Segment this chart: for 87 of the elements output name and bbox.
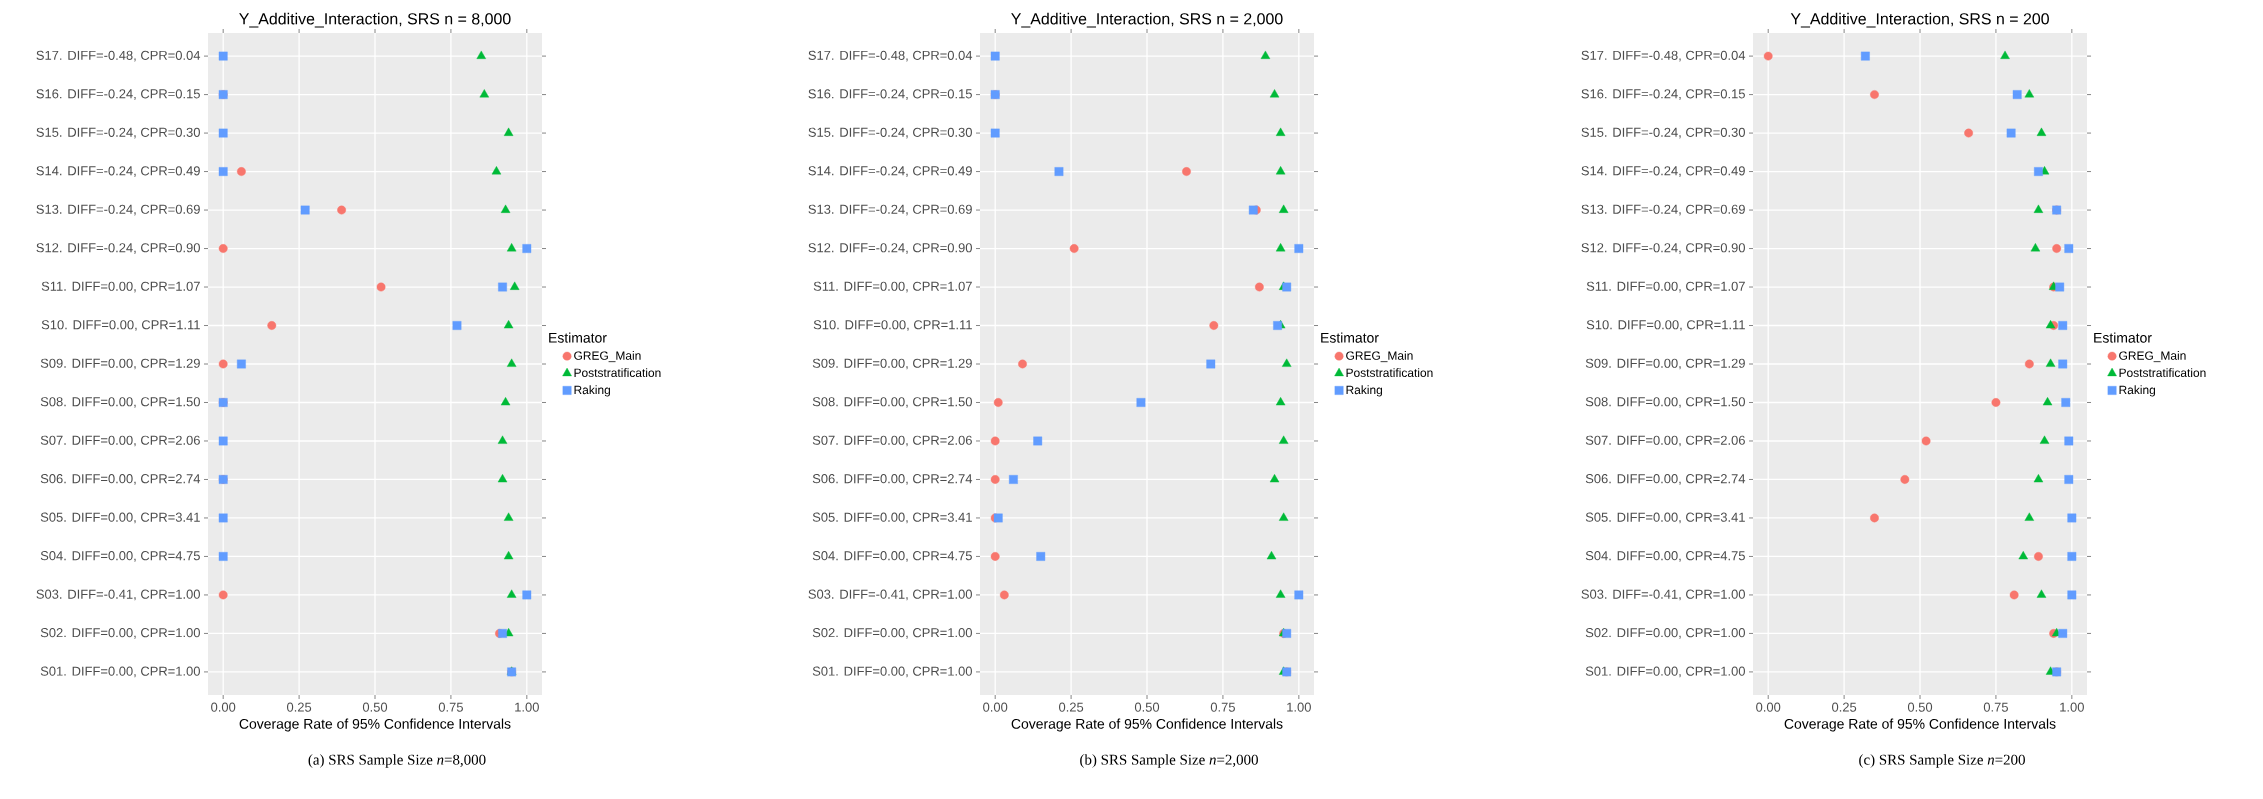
x-tick-label: 0.50	[1134, 702, 1160, 712]
x-tick-label: 0.25	[1059, 702, 1084, 712]
y-tick-label: S01. DIFF=0.00, CPR=1.00	[812, 666, 972, 678]
y-tick-label: S08. DIFF=0.00, CPR=1.50	[1585, 397, 1745, 408]
y-tick-label: S03. DIFF=-0.41, CPR=1.00	[1581, 589, 1745, 601]
x-tick-label: 0.00	[1756, 702, 1781, 712]
y-tick-label: S14. DIFF=-0.24, CPR=0.49	[808, 166, 972, 177]
text: (c) SRS Sample Size n=200	[1859, 754, 2025, 768]
y-tick-label: S17. DIFF=-0.48, CPR=0.04	[808, 50, 973, 62]
y-tick-label: S09. DIFF=0.00, CPR=1.29	[1585, 358, 1745, 370]
x-tick-label: 0.25	[286, 702, 312, 712]
chart-title: Y_Additive_Interaction, SRS n = 8,000	[239, 12, 511, 28]
y-tick-label: S16. DIFF=-0.24, CPR=0.15	[808, 89, 972, 100]
y-tick-label: S10. DIFF=0.00, CPR=1.11	[1586, 320, 1745, 331]
y-tick-label: S13. DIFF=-0.24, CPR=0.69	[36, 204, 200, 216]
y-tick-label: S05. DIFF=0.00, CPR=3.41	[40, 512, 200, 524]
legend-label: GREG_Main	[574, 351, 641, 363]
y-tick-label: S06. DIFF=0.00, CPR=2.74	[1585, 474, 1746, 485]
y-tick-label: S05. DIFF=0.00, CPR=3.41	[812, 512, 972, 524]
y-tick-label: S07. DIFF=0.00, CPR=2.06	[40, 435, 200, 447]
y-tick-label: S13. DIFF=-0.24, CPR=0.69	[808, 204, 972, 216]
y-tick-label: S02. DIFF=0.00, CPR=1.00	[812, 628, 972, 639]
x-tick-label: 0.75	[1983, 702, 2008, 712]
x-tick-label: 0.50	[1907, 702, 1933, 712]
y-tick-label: S15. DIFF=-0.24, CPR=0.30	[808, 127, 972, 139]
y-tick-label: S12. DIFF=-0.24, CPR=0.90	[808, 243, 972, 254]
text: (a) SRS Sample Size n=8,000	[308, 754, 486, 768]
chart-title: Y_Additive_Interaction, SRS n = 2,000	[1011, 12, 1283, 28]
y-tick-label: S06. DIFF=0.00, CPR=2.74	[40, 474, 201, 485]
legend-label: Raking	[2119, 385, 2155, 397]
x-tick-label: 0.75	[438, 702, 463, 712]
y-tick-label: S17. DIFF=-0.48, CPR=0.04	[36, 50, 201, 62]
legend-label: Raking	[574, 385, 610, 397]
y-tick-label: S17. DIFF=-0.48, CPR=0.04	[1581, 50, 1746, 62]
legend-label: GREG_Main	[1346, 351, 1413, 363]
y-tick-label: S04. DIFF=0.00, CPR=4.75	[40, 551, 200, 562]
x-tick-label: 0.75	[1210, 702, 1235, 712]
y-tick-label: S05. DIFF=0.00, CPR=3.41	[1585, 512, 1745, 524]
y-tick-label: S09. DIFF=0.00, CPR=1.29	[812, 358, 972, 370]
y-tick-label: S14. DIFF=-0.24, CPR=0.49	[36, 166, 200, 177]
y-tick-label: S03. DIFF=-0.41, CPR=1.00	[36, 589, 200, 601]
y-tick-label: S02. DIFF=0.00, CPR=1.00	[40, 628, 200, 639]
legend-label: Poststratification	[1346, 368, 1433, 377]
legend-label: Poststratification	[2119, 368, 2206, 377]
y-tick-label: S04. DIFF=0.00, CPR=4.75	[1585, 551, 1745, 562]
x-tick-label: 0.50	[362, 702, 388, 712]
y-tick-label: S08. DIFF=0.00, CPR=1.50	[812, 397, 972, 408]
chart-title: Y_Additive_Interaction, SRS n = 200	[1790, 12, 2049, 28]
x-tick-label: 1.00	[1287, 702, 1311, 712]
y-tick-label: S03. DIFF=-0.41, CPR=1.00	[808, 589, 972, 601]
y-tick-label: S11. DIFF=0.00, CPR=1.07	[41, 281, 200, 293]
x-tick-label: 0.25	[1832, 702, 1857, 712]
y-tick-label: S07. DIFF=0.00, CPR=2.06	[1585, 435, 1745, 447]
y-tick-label: S06. DIFF=0.00, CPR=2.74	[812, 474, 973, 485]
y-tick-label: S15. DIFF=-0.24, CPR=0.30	[1581, 127, 1745, 139]
y-tick-label: S01. DIFF=0.00, CPR=1.00	[1585, 666, 1745, 678]
y-tick-label: S10. DIFF=0.00, CPR=1.11	[41, 320, 200, 331]
y-tick-label: S16. DIFF=-0.24, CPR=0.15	[1581, 89, 1745, 100]
text: (b) SRS Sample Size n=2,000	[1080, 754, 1258, 768]
y-tick-label: S09. DIFF=0.00, CPR=1.29	[40, 358, 200, 370]
legend-label: Poststratification	[574, 368, 661, 377]
legend-label: GREG_Main	[2119, 351, 2186, 363]
x-axis-title: Coverage Rate of 95% Confidence Intervals	[239, 718, 511, 732]
y-tick-label: S04. DIFF=0.00, CPR=4.75	[812, 551, 972, 562]
y-tick-label: S08. DIFF=0.00, CPR=1.50	[40, 397, 200, 408]
y-tick-label: S10. DIFF=0.00, CPR=1.11	[813, 320, 972, 331]
y-tick-label: S11. DIFF=0.00, CPR=1.07	[813, 281, 972, 293]
y-tick-label: S15. DIFF=-0.24, CPR=0.30	[36, 127, 200, 139]
y-tick-label: S12. DIFF=-0.24, CPR=0.90	[36, 243, 200, 254]
legend-title: Estimator	[1321, 332, 1379, 343]
x-tick-label: 1.00	[2060, 702, 2084, 712]
x-tick-label: 1.00	[515, 702, 539, 712]
x-tick-label: 0.00	[211, 702, 236, 712]
y-tick-label: S11. DIFF=0.00, CPR=1.07	[1586, 281, 1745, 293]
y-tick-label: S01. DIFF=0.00, CPR=1.00	[40, 666, 200, 678]
y-tick-label: S12. DIFF=-0.24, CPR=0.90	[1581, 243, 1745, 254]
y-tick-label: S13. DIFF=-0.24, CPR=0.69	[1581, 204, 1745, 216]
x-axis-title: Coverage Rate of 95% Confidence Intervals	[1784, 718, 2056, 732]
legend-label: Raking	[1346, 385, 1382, 397]
y-tick-label: S07. DIFF=0.00, CPR=2.06	[812, 435, 972, 447]
legend-title: Estimator	[549, 332, 607, 343]
x-axis-title: Coverage Rate of 95% Confidence Intervals	[1011, 718, 1283, 732]
legend-title: Estimator	[2094, 332, 2152, 343]
y-tick-label: S16. DIFF=-0.24, CPR=0.15	[36, 89, 200, 100]
x-tick-label: 0.00	[983, 702, 1008, 712]
y-tick-label: S14. DIFF=-0.24, CPR=0.49	[1581, 166, 1745, 177]
y-tick-label: S02. DIFF=0.00, CPR=1.00	[1585, 628, 1745, 639]
